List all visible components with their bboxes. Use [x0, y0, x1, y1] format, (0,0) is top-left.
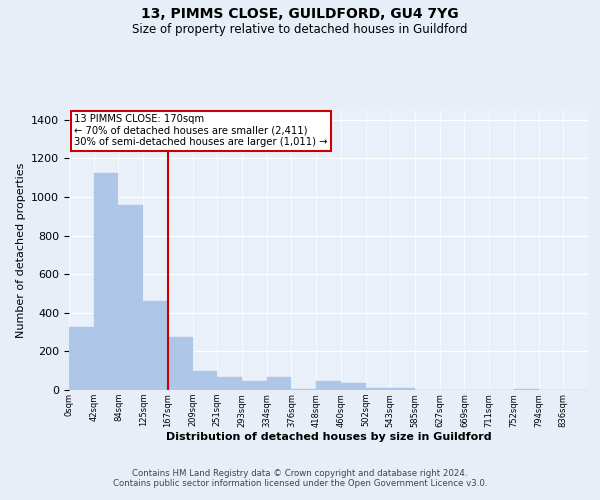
Text: 13, PIMMS CLOSE, GUILDFORD, GU4 7YG: 13, PIMMS CLOSE, GUILDFORD, GU4 7YG	[141, 8, 459, 22]
Bar	[390, 388, 415, 390]
Text: Contains HM Land Registry data © Crown copyright and database right 2024.
Contai: Contains HM Land Registry data © Crown c…	[113, 469, 487, 488]
Bar	[292, 389, 316, 390]
Bar	[118, 204, 143, 390]
Bar	[168, 337, 193, 390]
Bar	[341, 383, 365, 390]
Bar	[267, 378, 292, 390]
Bar	[94, 173, 118, 390]
Bar	[242, 382, 267, 390]
Bar	[143, 301, 168, 390]
Bar	[69, 327, 94, 390]
Text: 13 PIMMS CLOSE: 170sqm
← 70% of detached houses are smaller (2,411)
30% of semi-: 13 PIMMS CLOSE: 170sqm ← 70% of detached…	[74, 114, 328, 148]
Text: Distribution of detached houses by size in Guildford: Distribution of detached houses by size …	[166, 432, 491, 442]
Bar	[514, 389, 539, 390]
Bar	[193, 370, 217, 390]
Text: Size of property relative to detached houses in Guildford: Size of property relative to detached ho…	[132, 22, 468, 36]
Bar	[365, 388, 390, 390]
Bar	[217, 378, 242, 390]
Y-axis label: Number of detached properties: Number of detached properties	[16, 162, 26, 338]
Bar	[316, 382, 341, 390]
